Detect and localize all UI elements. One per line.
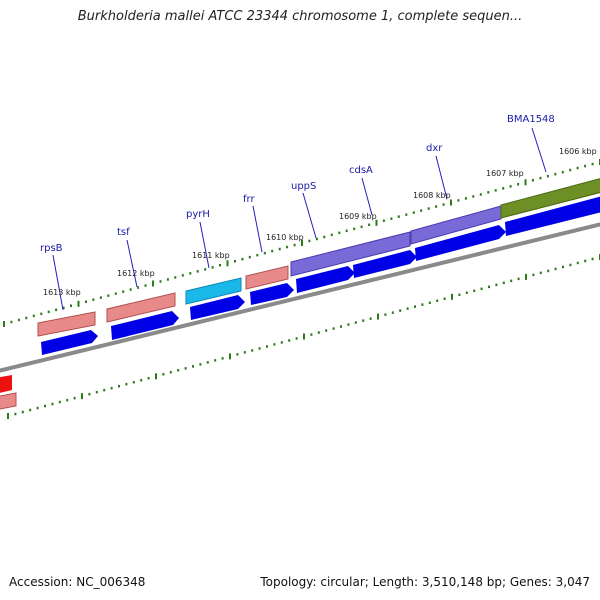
label-leaders [52,127,547,311]
cds-arrow-4[interactable] [250,283,294,305]
feature-dxr[interactable] [410,205,502,245]
feature-frr[interactable] [245,265,289,290]
feature-pyrH[interactable] [185,277,242,305]
leader-tsf [126,239,138,288]
tick-label-1609: 1609 kbp [339,212,377,221]
cds-arrow-3[interactable] [190,295,245,320]
accession-text: Accession: NC_006348 [9,575,146,589]
genome-summary-text: Topology: circular; Length: 3,510,148 bp… [260,575,590,589]
map-title: Burkholderia mallei ATCC 23344 chromosom… [77,9,523,24]
cds-arrow-5[interactable] [296,266,355,293]
cds-arrow-6[interactable] [353,250,417,278]
feature-BMA1548[interactable] [500,176,600,219]
tick-label-1613: 1613 kbp [43,288,81,297]
gene-label-cdsA[interactable]: cdsA [349,165,373,176]
leader-BMA1548 [531,127,547,173]
gene-label-tsf[interactable]: tsf [117,227,130,238]
cds-arrow-8[interactable] [505,194,600,236]
tick-label-1610: 1610 kbp [266,233,304,242]
tick-row-outer [3,159,600,327]
tick-label-1606: 1606 kbp [559,147,597,156]
feature-track-outer [0,176,600,410]
leader-rpsB [52,254,64,311]
leader-cdsA [361,177,373,216]
tick-label-1608: 1608 kbp [413,191,451,200]
cds-arrow-7[interactable] [415,225,506,261]
leader-frr [252,205,263,253]
feature-tsf[interactable] [106,292,176,323]
feature-left-red[interactable] [0,375,12,394]
feature-rpsB[interactable] [37,311,96,337]
cds-track [41,194,600,355]
leader-dxr [435,155,448,200]
gene-label-dxr[interactable]: dxr [426,143,443,154]
cds-arrow-1[interactable] [41,330,98,355]
leader-uppS [302,192,317,239]
tick-label-group: 1613 kbp 1612 kbp 1611 kbp 1610 kbp 1609… [43,147,597,297]
tick-label-1607: 1607 kbp [486,169,524,178]
tick-row-inner [7,254,600,419]
tick-label-1611: 1611 kbp [192,251,230,260]
chromosome-backbone [0,222,600,373]
gene-label-BMA1548[interactable]: BMA1548 [507,114,555,125]
tick-label-1612: 1612 kbp [117,269,155,278]
feature-uppS-cdsA[interactable] [290,231,411,277]
gene-label-uppS[interactable]: uppS [291,181,316,192]
leader-pyrH [199,221,210,269]
gene-label-group: rpsB tsf pyrH frr uppS cdsA dxr BMA1548 [40,114,555,254]
gene-label-pyrH[interactable]: pyrH [186,209,210,220]
gene-label-frr[interactable]: frr [243,194,255,205]
gene-label-rpsB[interactable]: rpsB [40,243,63,254]
feature-left-salmon[interactable] [0,392,17,410]
cds-arrow-2[interactable] [111,311,179,340]
